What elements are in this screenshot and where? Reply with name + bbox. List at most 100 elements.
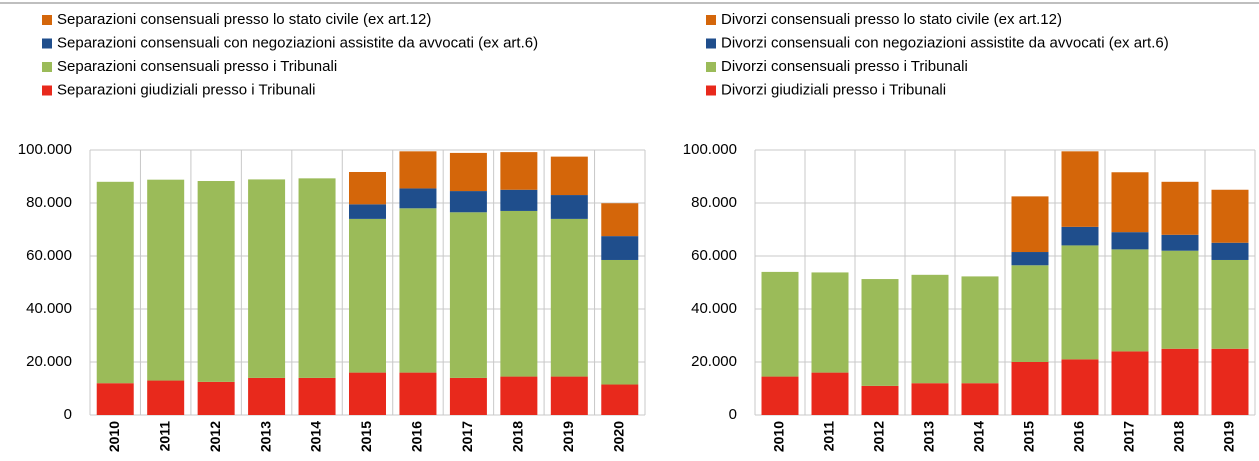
bar-segment (349, 171, 386, 205)
x-tick-label: 2010 (106, 421, 122, 452)
x-tick-label: 2016 (409, 421, 425, 452)
x-tick-label: 2011 (156, 421, 172, 452)
bar-segment (811, 372, 849, 415)
legend-label: Separazioni consensuali con negoziazioni… (57, 34, 538, 51)
legend-label: Separazioni consensuali presso i Tribuna… (57, 58, 337, 75)
bar-segment (961, 276, 999, 384)
x-tick-label: 2015 (358, 421, 374, 452)
bar-segment (550, 376, 588, 415)
bar-segment (399, 208, 437, 373)
x-tick-label: 2012 (871, 421, 887, 452)
bar-segment (1111, 249, 1149, 352)
legend-label: Separazioni giudiziali presso i Tribunal… (57, 81, 315, 98)
bar-segment (96, 181, 134, 384)
bar-segment (911, 383, 949, 415)
x-tick-label: 2013 (257, 421, 273, 452)
bar-segment (248, 179, 286, 378)
legend-label: Divorzi consensuali con negoziazioni ass… (721, 34, 1169, 51)
bar-segment (550, 218, 588, 377)
bar-segment (861, 385, 899, 415)
x-tick-label: 2017 (1121, 421, 1137, 452)
bar-segment (1211, 259, 1249, 349)
bar-segment (1211, 348, 1249, 415)
x-tick-label: 2014 (971, 421, 987, 452)
legend-swatch (42, 62, 52, 72)
x-tick-label: 2014 (308, 421, 324, 452)
bar-segment (1111, 351, 1149, 415)
bar-segment (1011, 252, 1049, 266)
bar-segment (601, 203, 639, 237)
bar-segment (911, 274, 949, 384)
legend-swatch (706, 62, 716, 72)
bar-segment (1011, 265, 1049, 362)
bar-segment (811, 272, 849, 373)
bar-segment (550, 195, 588, 219)
legend-swatch (42, 15, 52, 25)
legend-swatch (706, 85, 716, 96)
bar-segment (96, 383, 134, 415)
legend-label: Divorzi consensuali presso i Tribunali (721, 58, 968, 75)
bar-segment (1011, 196, 1049, 253)
legend-swatch (42, 38, 52, 49)
x-tick-label: 2010 (771, 421, 787, 452)
bar-segment (500, 189, 538, 211)
y-tick-label: 0 (729, 406, 737, 423)
bar-segment (761, 376, 799, 415)
bar-segment (500, 152, 538, 190)
bar-segment (349, 372, 386, 415)
bar-segment (1111, 172, 1149, 233)
bar-segment (399, 372, 437, 415)
bar-segment (298, 377, 336, 415)
bar-segment (298, 178, 336, 378)
legend-label: Separazioni consensuali presso lo stato … (57, 11, 431, 28)
bar-segment (961, 383, 999, 415)
bar-segment (1011, 362, 1049, 415)
y-tick-label: 60.000 (26, 247, 72, 264)
bar-segment (1211, 242, 1249, 260)
bar-segment (601, 236, 639, 260)
x-tick-label: 2019 (560, 421, 576, 452)
y-tick-label: 100.000 (683, 141, 737, 158)
bar-segment (1061, 151, 1099, 227)
y-tick-label: 0 (64, 406, 72, 423)
bar-segment (197, 381, 235, 415)
y-tick-label: 20.000 (691, 353, 737, 370)
bar-segment (449, 152, 487, 192)
bar-segment (248, 377, 286, 415)
bar-segment (601, 384, 639, 415)
bar-segment (449, 377, 487, 415)
bar-segment (861, 279, 899, 386)
y-tick-label: 80.000 (691, 194, 737, 211)
legend-swatch (706, 38, 716, 49)
bar-segment (147, 179, 185, 381)
legend-label: Divorzi consensuali presso lo stato civi… (721, 11, 1062, 28)
x-tick-label: 2012 (207, 421, 223, 452)
y-tick-label: 80.000 (26, 194, 72, 211)
legend-swatch (42, 85, 52, 96)
legend-swatch (706, 15, 716, 25)
bar-segment (1111, 232, 1149, 250)
x-tick-label: 2018 (510, 421, 526, 452)
x-tick-label: 2019 (1221, 421, 1237, 452)
y-tick-label: 60.000 (691, 247, 737, 264)
bar-segment (399, 188, 437, 209)
bar-segment (349, 218, 386, 373)
bar-segment (349, 204, 386, 219)
bar-segment (1161, 181, 1199, 235)
bar-segment (399, 151, 437, 189)
x-tick-label: 2015 (1021, 421, 1037, 452)
y-tick-label: 40.000 (26, 300, 72, 317)
y-tick-label: 100.000 (18, 141, 72, 158)
x-tick-label: 2018 (1171, 421, 1187, 452)
bar-segment (1161, 250, 1199, 349)
bar-segment (601, 259, 639, 385)
bar-segment (1211, 189, 1249, 243)
x-tick-label: 2016 (1071, 421, 1087, 452)
legend-label: Divorzi giudiziali presso i Tribunali (721, 81, 946, 98)
y-tick-label: 40.000 (691, 300, 737, 317)
x-tick-label: 2017 (459, 421, 475, 452)
y-tick-label: 20.000 (26, 353, 72, 370)
x-tick-label: 2020 (610, 421, 626, 452)
bar-segment (1061, 245, 1099, 360)
